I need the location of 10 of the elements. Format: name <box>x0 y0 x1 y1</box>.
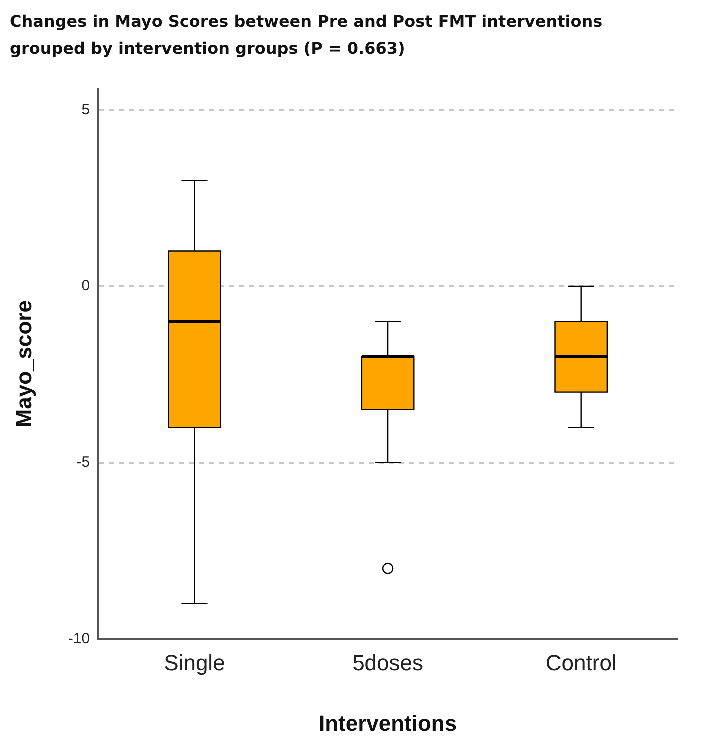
y-tick-label: -5 <box>76 454 90 471</box>
x-axis-title: Interventions <box>318 710 458 736</box>
x-tick-label: Control <box>546 650 617 676</box>
y-tick-label: -10 <box>68 630 90 648</box>
chart-title: Changes in Mayo Scores between Pre and Post FMT interventions grouped by intervention groups (P = 0.663) <box>9 11 604 60</box>
y-axis-title: Mayo_score <box>11 300 36 428</box>
y-tick-label: 0 <box>82 278 90 295</box>
x-tick-label: 5doses <box>352 650 424 676</box>
y-tick-label: 5 <box>82 101 90 118</box>
x-tick-label: Single <box>164 650 226 676</box>
